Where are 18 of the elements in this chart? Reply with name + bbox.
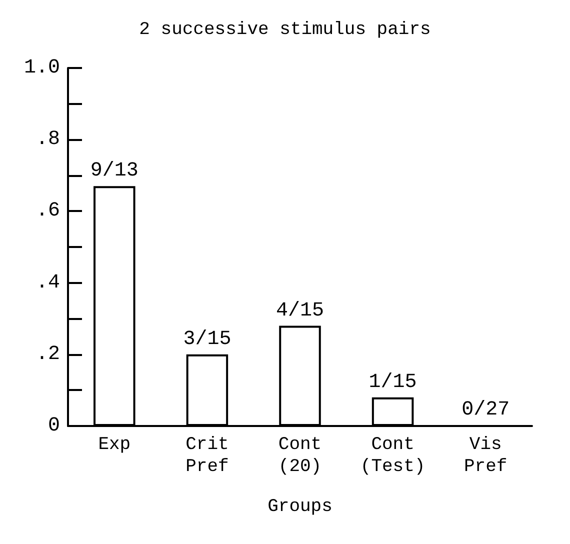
x-tick-label: Cont (20) [278, 435, 322, 477]
y-tick-label: .6 [36, 200, 60, 223]
chart-title: 2 successive stimulus pairs [139, 20, 431, 40]
y-tick-label: 1.0 [24, 56, 60, 80]
data-label: 0/27 [462, 398, 510, 422]
data-label: 9/13 [90, 160, 138, 183]
data-label: 4/15 [276, 299, 324, 322]
y-tick-label: 0 [48, 414, 60, 438]
x-tick-label: Exp [98, 435, 131, 455]
y-tick-label: .8 [36, 128, 60, 152]
y-tick-label: .4 [36, 271, 60, 294]
data-label: 1/15 [368, 370, 417, 394]
x-axis-title: Groups [268, 497, 332, 517]
x-tick-label: Crit Pref [186, 435, 229, 477]
y-tick-label: .2 [36, 342, 60, 366]
x-tick-label: Vis Pref [464, 435, 508, 477]
x-tick-label: Cont (Test) [360, 435, 426, 477]
data-label: 3/15 [183, 328, 232, 351]
